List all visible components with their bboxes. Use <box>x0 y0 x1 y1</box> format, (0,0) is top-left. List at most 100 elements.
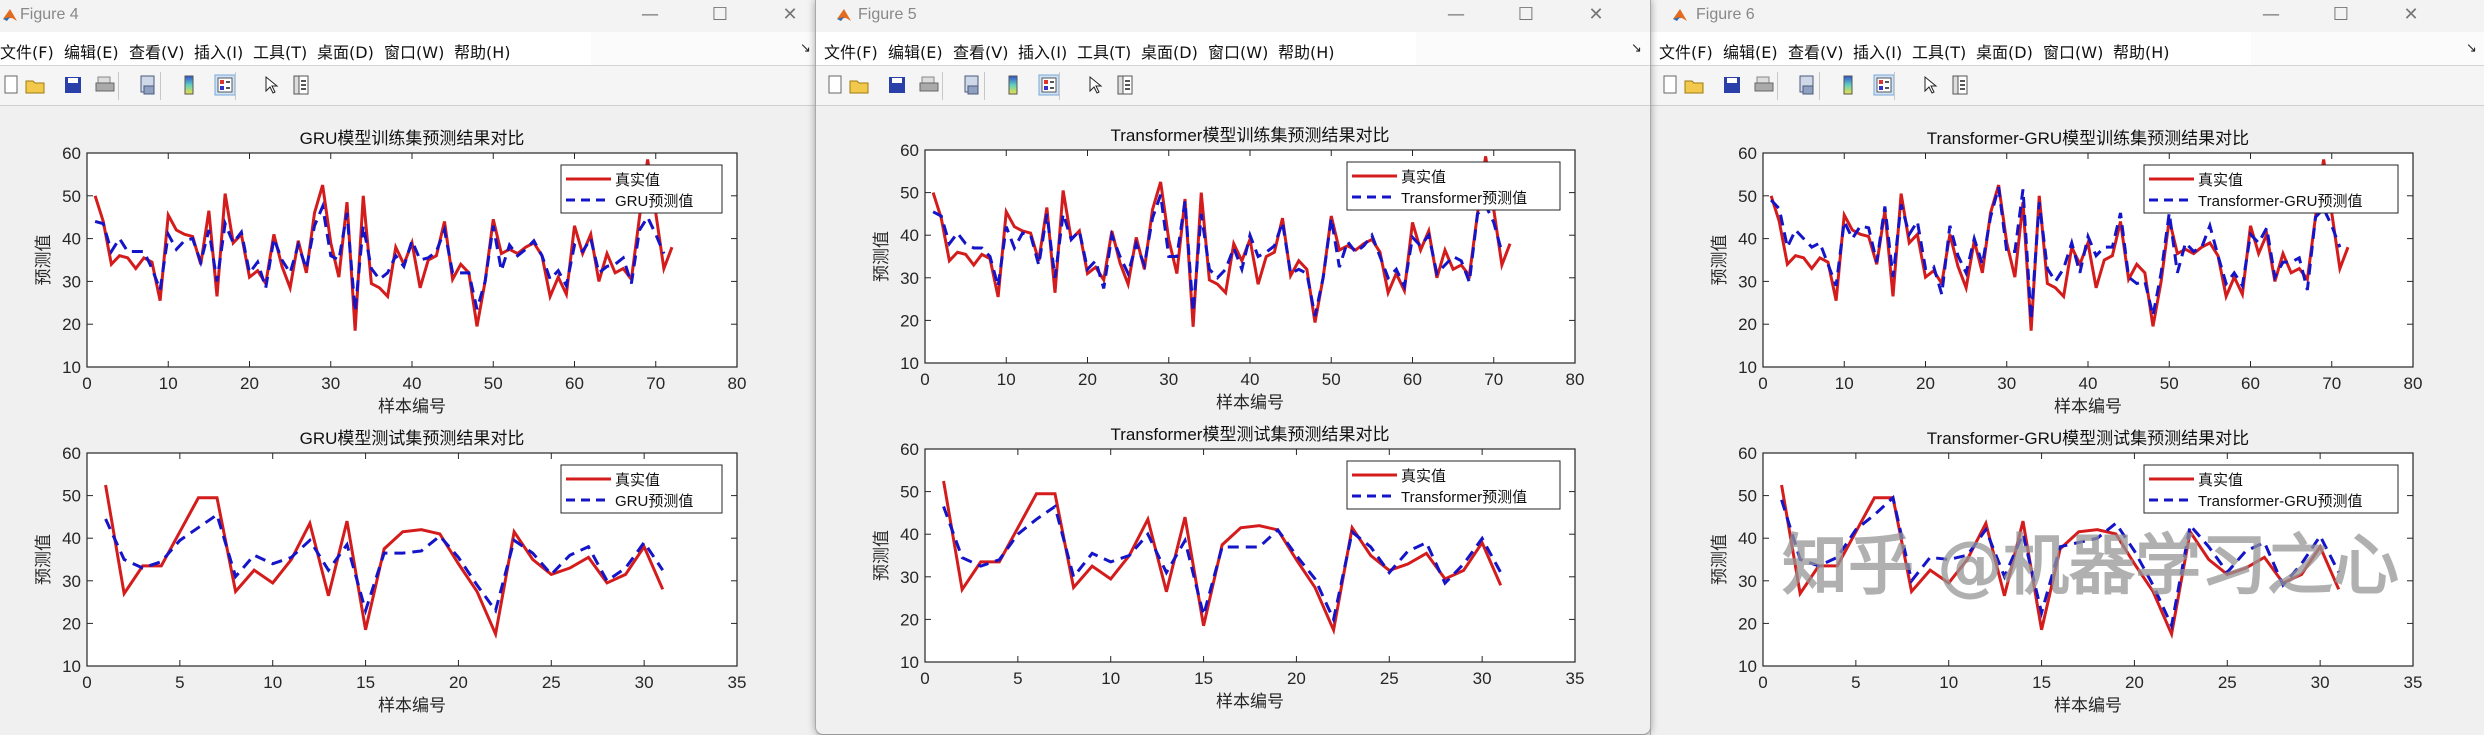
series-line-true <box>1769 159 2350 331</box>
new-figure-icon[interactable] <box>0 74 22 96</box>
edit-plot-pointer-icon[interactable] <box>1083 74 1105 96</box>
menu-item-3[interactable]: 插入(I) <box>1018 43 1068 62</box>
open-file-icon[interactable] <box>1683 74 1705 96</box>
x-tick-label: 30 <box>2311 673 2330 692</box>
edit-plot-pointer-icon[interactable] <box>1918 74 1940 96</box>
colorbar-icon[interactable] <box>178 74 200 96</box>
x-tick-label: 35 <box>2404 673 2423 692</box>
maximize-button[interactable]: ☐ <box>1517 4 1535 25</box>
menu-item-7[interactable]: 帮助(H) <box>2113 43 2170 62</box>
y-tick-label: 10 <box>900 653 919 672</box>
save-icon[interactable] <box>62 74 84 96</box>
menu-item-0[interactable]: 文件(F) <box>1659 43 1713 62</box>
x-tick-label: 50 <box>2160 374 2179 393</box>
axes-box <box>1762 452 2414 667</box>
menu-item-3[interactable]: 插入(I) <box>1853 43 1903 62</box>
link-plot-icon[interactable] <box>961 74 983 96</box>
minimize-button[interactable]: — <box>2262 4 2280 25</box>
y-tick-label: 50 <box>1738 187 1757 206</box>
close-button[interactable]: ✕ <box>782 4 798 25</box>
maximize-button[interactable]: ☐ <box>2332 4 2350 25</box>
open-file-icon[interactable] <box>848 74 870 96</box>
figure-window-6: Figure 6 — ☐ ✕ 文件(F) 编辑(E) 查看(V) 插入(I) 工具(T) 桌面(D… <box>1650 0 2484 735</box>
minimize-button[interactable]: — <box>1447 4 1465 25</box>
menu-overflow-arrow-icon[interactable]: ↘ <box>800 41 811 56</box>
y-tick-label: 40 <box>62 529 81 548</box>
close-button[interactable]: ✕ <box>1588 4 1604 25</box>
x-tick-label: 70 <box>1484 370 1503 389</box>
x-axis-label: 样本编号 <box>1216 393 1284 413</box>
print-icon[interactable] <box>94 74 116 96</box>
x-tick-label: 35 <box>1566 669 1585 688</box>
menu-item-5[interactable]: 桌面(D) <box>317 43 374 62</box>
y-axis-label: 预测值 <box>34 534 54 585</box>
edit-plot-pointer-icon[interactable] <box>259 74 281 96</box>
menu-item-2[interactable]: 查看(V) <box>129 43 185 62</box>
x-tick-label: 15 <box>1194 669 1213 688</box>
axes-box <box>924 448 1576 663</box>
menu-item-6[interactable]: 窗口(W) <box>384 43 445 62</box>
series-line-true <box>931 156 1512 327</box>
legend-label-true: 真实值 <box>615 471 660 489</box>
save-icon[interactable] <box>886 74 908 96</box>
menu-item-2[interactable]: 查看(V) <box>1788 43 1844 62</box>
colorbar-icon[interactable] <box>1837 74 1859 96</box>
menu-item-7[interactable]: 帮助(H) <box>454 43 511 62</box>
print-icon[interactable] <box>918 74 940 96</box>
close-button[interactable]: ✕ <box>2403 4 2419 25</box>
window-title: Figure 4 <box>20 6 79 23</box>
axes-box <box>86 452 738 667</box>
menu-item-4[interactable]: 工具(T) <box>1912 43 1967 62</box>
toolbar-separator <box>1894 72 1895 100</box>
menu-item-4[interactable]: 工具(T) <box>253 43 308 62</box>
toolbar-separator <box>942 72 943 100</box>
menu-item-2[interactable]: 查看(V) <box>953 43 1009 62</box>
menu-item-3[interactable]: 插入(I) <box>194 43 244 62</box>
legend-box <box>2143 164 2399 214</box>
x-tick-label: 5 <box>175 673 184 692</box>
print-icon[interactable] <box>1753 74 1775 96</box>
axes-test: Transformer-GRU模型测试集预测结果对比 0 5 10 15 20 25 30 35… <box>1710 429 2422 716</box>
legend-box <box>1346 460 1561 510</box>
x-tick-label: 20 <box>1916 374 1935 393</box>
new-figure-icon[interactable] <box>1659 74 1681 96</box>
legend-icon[interactable] <box>214 74 236 96</box>
legend-label-predicted: GRU预测值 <box>615 193 693 210</box>
legend-box <box>560 164 723 214</box>
menu-item-6[interactable]: 窗口(W) <box>2043 43 2104 62</box>
link-plot-icon[interactable] <box>137 74 159 96</box>
colorbar-icon[interactable] <box>1002 74 1024 96</box>
menu-item-0[interactable]: 文件(F) <box>824 43 878 62</box>
chart-title: GRU模型训练集预测结果对比 <box>300 129 525 148</box>
menu-item-1[interactable]: 编辑(E) <box>64 43 119 62</box>
menu-item-1[interactable]: 编辑(E) <box>888 43 943 62</box>
series-line-true <box>104 484 665 640</box>
y-tick-label: 20 <box>62 315 81 334</box>
save-icon[interactable] <box>1721 74 1743 96</box>
property-inspector-icon[interactable] <box>1114 74 1136 96</box>
menu-item-5[interactable]: 桌面(D) <box>1976 43 2033 62</box>
menu-item-1[interactable]: 编辑(E) <box>1723 43 1778 62</box>
menu-item-6[interactable]: 窗口(W) <box>1208 43 1269 62</box>
menu-overflow-arrow-icon[interactable]: ↘ <box>2466 41 2477 56</box>
x-tick-label: 50 <box>1322 370 1341 389</box>
menu-item-0[interactable]: 文件(F) <box>0 43 54 62</box>
link-plot-icon[interactable] <box>1796 74 1818 96</box>
menu-item-4[interactable]: 工具(T) <box>1077 43 1132 62</box>
new-figure-icon[interactable] <box>824 74 846 96</box>
property-inspector-icon[interactable] <box>290 74 312 96</box>
menu-overflow-arrow-icon[interactable]: ↘ <box>1631 41 1642 56</box>
menu-item-7[interactable]: 帮助(H) <box>1278 43 1335 62</box>
open-file-icon[interactable] <box>24 74 46 96</box>
toolbar-separator <box>118 72 119 100</box>
menu-item-5[interactable]: 桌面(D) <box>1141 43 1198 62</box>
title-bar: Figure 5 — ☐ ✕ <box>816 0 1650 32</box>
menu-bar: 文件(F) 编辑(E) 查看(V) 插入(I) 工具(T) 桌面(D) 窗口(W) 帮助(H)… <box>816 32 1650 66</box>
toolbar-separator <box>1777 72 1778 100</box>
title-bar: Figure 6 — ☐ ✕ <box>1651 0 2484 32</box>
maximize-button[interactable]: ☐ <box>711 4 729 25</box>
minimize-button[interactable]: — <box>641 4 659 25</box>
x-tick-label: 0 <box>82 374 91 393</box>
property-inspector-icon[interactable] <box>1949 74 1971 96</box>
